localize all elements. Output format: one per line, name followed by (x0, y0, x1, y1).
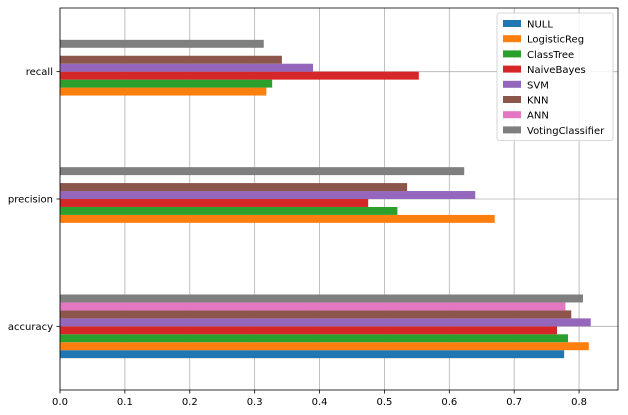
x-tick-label: 0.2 (182, 397, 198, 408)
bar-classtree-precision (60, 206, 398, 215)
x-tick-label: 0.8 (571, 397, 587, 408)
bar-null-accuracy (60, 350, 565, 359)
x-tick-label: 0.6 (441, 397, 457, 408)
bar-naivebayes-accuracy (60, 326, 558, 335)
y-axis: accuracy precision recall (8, 67, 60, 333)
bar-knn-accuracy (60, 310, 572, 319)
legend-label-svm: SVM (527, 80, 549, 91)
legend: NULL LogisticReg ClassTree NaiveBayes SVM KNN… (496, 12, 614, 141)
legend-swatch-knn (503, 96, 521, 103)
bars (60, 39, 591, 359)
bar-logisticreg-recall (60, 87, 267, 96)
y-tick-label-precision: precision (8, 195, 53, 206)
bar-svm-precision (60, 191, 476, 199)
bar-classtree-accuracy (60, 334, 569, 343)
legend-label-classtree: ClassTree (527, 50, 574, 61)
bar-naivebayes-precision (60, 199, 369, 207)
legend-label-logisticreg: LogisticReg (527, 35, 584, 46)
bar-knn-recall (60, 55, 282, 64)
bar-naivebayes-recall (60, 71, 419, 80)
x-axis: 0.0 0.1 0.2 0.3 0.4 0.5 0.6 0.7 0.8 (52, 390, 587, 408)
legend-swatch-svm (503, 80, 521, 88)
y-tick-label-accuracy: accuracy (8, 322, 53, 333)
bar-ann-accuracy (60, 302, 566, 311)
legend-swatch-ann (503, 111, 521, 119)
bar-logisticreg-precision (60, 214, 495, 223)
x-tick-label: 0.3 (247, 397, 263, 408)
bar-votingclassifier-recall (60, 39, 264, 48)
x-tick-label: 0.4 (312, 397, 328, 408)
bar-knn-precision (60, 183, 408, 192)
legend-label-knn: KNN (527, 96, 549, 107)
legend-frame (496, 12, 614, 141)
x-tick-label: 0.5 (376, 397, 392, 408)
y-tick-label-recall: recall (26, 67, 53, 78)
x-tick-label: 0.7 (506, 397, 522, 408)
legend-label-votingclassifier: VotingClassifier (527, 126, 605, 137)
legend-swatch-null (503, 20, 521, 27)
bar-votingclassifier-precision (60, 167, 465, 176)
bar-votingclassifier-accuracy (60, 294, 583, 303)
legend-label-ann: ANN (527, 111, 549, 122)
legend-label-naivebayes: NaiveBayes (527, 65, 586, 76)
legend-swatch-votingclassifier (503, 126, 521, 134)
legend-swatch-classtree (503, 50, 521, 58)
bar-svm-accuracy (60, 318, 591, 327)
bar-classtree-recall (60, 79, 273, 88)
x-tick-label: 0.0 (52, 397, 68, 408)
legend-label-null: NULL (527, 20, 553, 31)
legend-swatch-logisticreg (503, 35, 521, 43)
bar-logisticreg-accuracy (60, 342, 589, 351)
legend-swatch-naivebayes (503, 65, 521, 73)
bar-svm-recall (60, 63, 314, 72)
x-tick-label: 0.1 (117, 397, 133, 408)
